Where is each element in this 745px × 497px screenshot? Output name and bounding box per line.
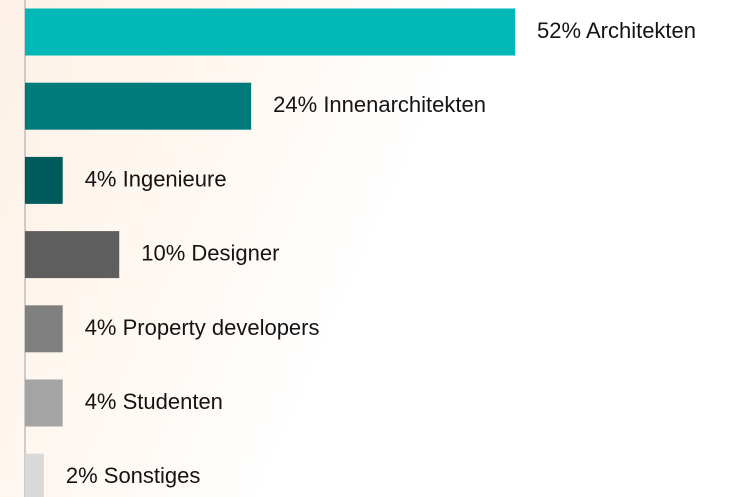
category-label: Studenten (123, 389, 223, 414)
bar-label: 2% Sonstiges (66, 463, 201, 488)
bar-label: 4% Property developers (85, 315, 320, 340)
category-label: Property developers (123, 315, 320, 340)
value-label: 10% (141, 240, 185, 265)
bar-label: 10% Designer (141, 240, 279, 265)
bar-label: 4% Studenten (85, 389, 223, 414)
bar (25, 305, 63, 353)
bar-label: 52% Architekten (537, 18, 696, 43)
value-label: 4% (85, 166, 117, 191)
bar (25, 8, 515, 56)
bar (25, 379, 63, 427)
category-label: Innenarchitekten (323, 92, 486, 117)
category-label: Ingenieure (123, 166, 227, 191)
value-label: 4% (85, 315, 117, 340)
bar (25, 82, 252, 130)
bar (25, 156, 63, 204)
bar (25, 231, 120, 279)
category-label: Sonstiges (104, 463, 201, 488)
bar-label: 24% Innenarchitekten (273, 92, 486, 117)
category-label: Designer (191, 240, 279, 265)
bar-label: 4% Ingenieure (85, 166, 227, 191)
value-label: 2% (66, 463, 98, 488)
value-label: 52% (537, 18, 581, 43)
bar (25, 453, 44, 497)
value-label: 4% (85, 389, 117, 414)
value-label: 24% (273, 92, 317, 117)
category-label: Architekten (586, 18, 696, 43)
